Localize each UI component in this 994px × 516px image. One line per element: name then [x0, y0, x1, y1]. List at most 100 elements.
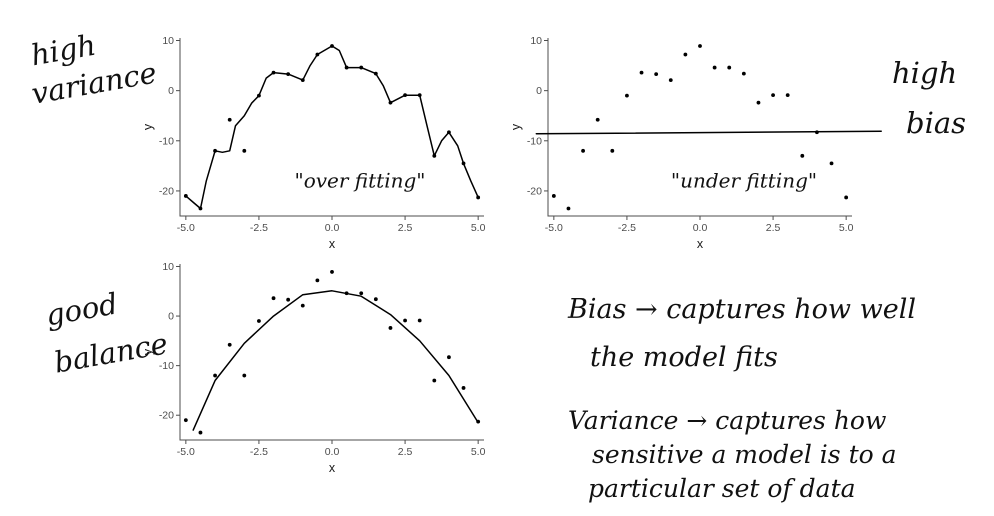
overfit-plot: -20 -10 0 10 -5.0 -2.5 0.0 2.5 5.0 x y "over fittin…	[141, 35, 486, 251]
data-point	[183, 418, 188, 423]
y-tick-label: 10	[162, 261, 174, 273]
high-bias-label: high bias	[892, 48, 966, 148]
underfitting-annotation: "under fitting"	[671, 169, 817, 193]
variance-note-line-2: sensitive a model is to a	[592, 440, 897, 469]
data-point	[815, 130, 819, 135]
x-tick-label: -2.5	[618, 222, 636, 234]
data-point	[432, 153, 437, 158]
y-axis-title: y	[509, 123, 523, 130]
underfit-plot: -20 -10 0 10 -5.0 -2.5 0.0 2.5 5.0 x y "under fitti…	[509, 35, 882, 251]
y-tick-label: 10	[530, 35, 542, 47]
data-point	[698, 44, 702, 48]
data-point	[198, 206, 203, 211]
x-tick-label: 0.0	[693, 222, 708, 234]
data-point	[551, 194, 556, 198]
variance-note-line-1: Variance → captures how	[568, 406, 887, 435]
data-point	[785, 93, 790, 98]
y-tick-label: 0	[536, 85, 542, 97]
x-axis-title: x	[329, 461, 336, 475]
x-tick-label: 0.0	[325, 446, 340, 458]
y-axis-title: y	[141, 348, 155, 355]
y-tick-label: -20	[527, 185, 542, 197]
data-point	[213, 148, 217, 153]
bias-note-line-2: the model fits	[590, 342, 778, 373]
balanced-plot: -20 -10 0 10 -5.0 -2.5 0.0 2.5 5.0 x y	[141, 261, 486, 475]
data-point	[300, 78, 305, 83]
data-point	[344, 291, 349, 296]
data-point	[476, 419, 481, 424]
y-tick-label: -20	[159, 185, 174, 197]
x-tick-label: -2.5	[250, 222, 268, 234]
x-tick-label: -2.5	[250, 446, 268, 458]
data-point	[330, 270, 334, 274]
data-point	[359, 65, 364, 70]
data-point	[242, 373, 247, 378]
data-point	[741, 71, 746, 76]
high-bias-line-2: bias	[906, 106, 967, 140]
y-tick-label: -10	[159, 360, 174, 372]
variance-note-line-3: particular set of data	[588, 474, 856, 503]
data-point	[417, 93, 422, 98]
y-tick-label: -10	[527, 135, 542, 147]
x-axis-title: x	[329, 237, 336, 251]
data-point	[315, 278, 320, 283]
data-point	[315, 52, 320, 57]
data-point	[373, 297, 378, 302]
x-tick-label: 2.5	[398, 446, 413, 458]
data-point	[271, 296, 276, 301]
data-point	[242, 148, 247, 153]
data-point	[595, 117, 600, 122]
data-point	[668, 78, 673, 83]
y-tick-label: -20	[159, 410, 174, 422]
y-tick-label: 10	[162, 35, 174, 47]
data-point	[829, 161, 834, 166]
data-point	[198, 430, 203, 435]
data-point	[581, 148, 585, 153]
data-point	[403, 93, 407, 98]
data-point	[756, 100, 761, 105]
y-tick-label: 0	[168, 85, 174, 97]
fit-line	[192, 290, 479, 431]
x-tick-label: 2.5	[766, 222, 781, 234]
data-point	[712, 65, 717, 70]
data-point	[213, 373, 217, 378]
data-point	[727, 65, 732, 70]
x-tick-label: 5.0	[839, 222, 854, 234]
data-point	[844, 195, 849, 200]
x-tick-label: -5.0	[177, 446, 195, 458]
overfitting-annotation: "over fitting"	[295, 169, 426, 193]
data-point	[447, 130, 451, 135]
variance-note: Variance → captures how sensitive a mode…	[568, 404, 897, 506]
data-point	[610, 148, 615, 153]
data-point	[625, 93, 629, 98]
x-tick-label: -5.0	[177, 222, 195, 234]
data-point	[257, 319, 261, 323]
data-point	[344, 65, 349, 70]
data-point	[388, 326, 393, 330]
x-tick-label: 2.5	[398, 222, 413, 234]
high-variance-label: high variance	[22, 16, 159, 113]
data-point	[359, 291, 364, 296]
y-tick-label: -10	[159, 135, 174, 147]
data-point	[566, 206, 571, 211]
data-point	[271, 70, 276, 75]
x-tick-label: -5.0	[545, 222, 563, 234]
data-point	[286, 297, 291, 302]
data-point	[227, 117, 232, 122]
data-point	[330, 44, 334, 48]
data-point	[432, 378, 437, 383]
x-tick-label: 5.0	[471, 446, 486, 458]
good-balance-label: good balance	[42, 272, 171, 386]
data-point	[447, 355, 451, 360]
x-axis-title: x	[697, 237, 704, 251]
data-point	[461, 161, 466, 166]
data-point	[639, 70, 644, 75]
bias-note-line-1: Bias → captures how well	[568, 294, 916, 325]
data-point	[183, 194, 188, 198]
data-point	[388, 100, 393, 105]
data-point	[771, 93, 775, 98]
bias-note: Bias → captures how well the model fits	[568, 286, 916, 382]
x-tick-label: 5.0	[471, 222, 486, 234]
fit-line	[535, 130, 882, 135]
y-tick-label: 0	[168, 311, 174, 323]
